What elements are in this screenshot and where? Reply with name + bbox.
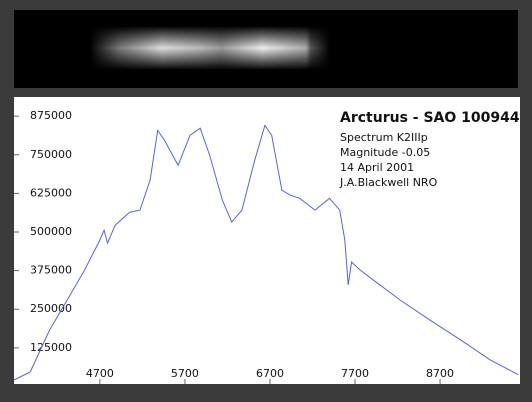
plot-area: [14, 97, 520, 384]
spectrum-line: [13, 124, 519, 381]
x-tick-label: 7700: [341, 367, 369, 380]
y-tick-label: 875000: [30, 109, 72, 122]
y-tick-label: 625000: [30, 186, 72, 199]
y-tick-label: 125000: [30, 341, 72, 354]
annotation: Spectrum K2IIIp: [340, 131, 428, 144]
annotation: 14 April 2001: [340, 161, 414, 174]
x-tick-label: 6700: [256, 367, 284, 380]
x-tick-label: 4700: [86, 367, 114, 380]
annotation: J.A.Blackwell NRO: [339, 176, 438, 189]
y-tick-label: 250000: [30, 302, 72, 315]
chart-title: Arcturus - SAO 100944: [340, 110, 520, 126]
annotation: Magnitude -0.05: [340, 146, 430, 159]
y-tick-label: 375000: [30, 264, 72, 277]
spectrum-band-shade: [90, 26, 330, 70]
x-tick-label: 5700: [171, 367, 199, 380]
x-tick-label: 8700: [426, 367, 454, 380]
y-tick-label: 750000: [30, 148, 72, 161]
y-tick-label: 500000: [30, 225, 72, 238]
